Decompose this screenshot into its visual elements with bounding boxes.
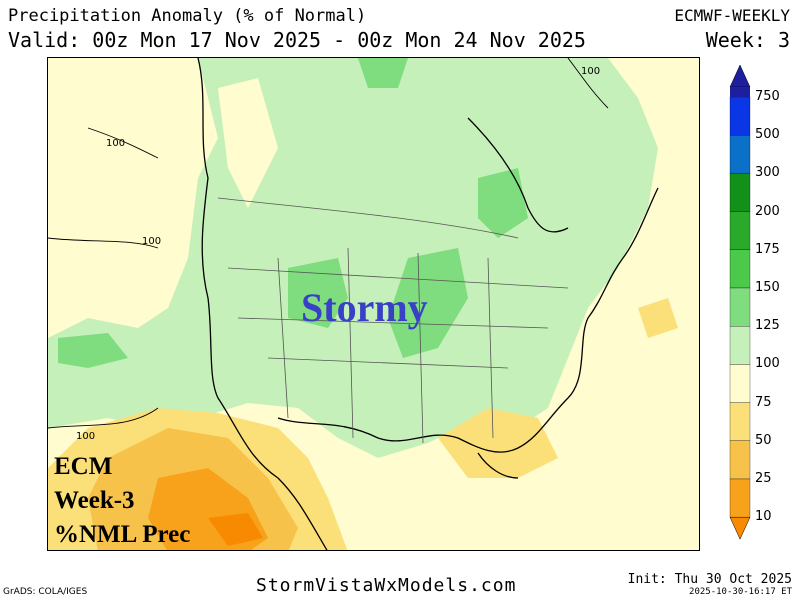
model-name: ECMWF-WEEKLY: [674, 6, 790, 25]
site-name: StormVistaWxModels.com: [256, 575, 517, 596]
anomaly-region-green-5: [478, 168, 528, 238]
legend-swatch: [729, 440, 751, 480]
map-title: Precipitation Anomaly (% of Normal): [8, 6, 367, 26]
init-time: Init: Thu 30 Oct 2025: [627, 572, 792, 587]
legend-level-label: 25: [755, 471, 772, 486]
legend-level-label: 50: [755, 432, 772, 448]
legend-level-label: 125: [755, 318, 780, 334]
forecast-week: Week: 3: [705, 28, 790, 52]
legend-level-label: 100: [755, 356, 780, 372]
legend-level-label: 750: [755, 89, 780, 104]
legend-swatch: [729, 173, 751, 212]
anomaly-region-light-green: [48, 58, 658, 458]
anomaly-region-pale-west: [218, 78, 278, 208]
contour-label: 100: [76, 431, 96, 442]
legend-swatch: [729, 96, 751, 136]
generated-timestamp: 2025-10-30-16:17 ET: [689, 587, 792, 597]
anomaly-region-green-2: [388, 248, 468, 358]
headline-label: Stormy: [301, 285, 428, 330]
legend-swatch: [729, 249, 751, 289]
legend-arrow-bottom: [729, 516, 751, 540]
contour-label: 100: [106, 138, 126, 149]
anomaly-region-deep-orange: [208, 513, 263, 546]
legend-level-label: 150: [755, 280, 780, 295]
anomaly-region-green-1: [288, 258, 348, 328]
precip-anomaly-map: 100 100 100 100 Stormy ECM Week-3 %NML P…: [47, 57, 700, 551]
legend-swatch: [729, 326, 751, 365]
product-label-line: %NML Prec: [54, 521, 191, 548]
map-canvas: [48, 58, 699, 550]
coastlines: [197, 58, 659, 550]
software-credit: GrADS: COLA/IGES: [3, 587, 88, 597]
valid-period: Valid: 00z Mon 17 Nov 2025 - 00z Mon 24 …: [8, 28, 586, 52]
product-label-line: ECM: [54, 453, 113, 480]
legend-swatch: [729, 364, 751, 403]
anomaly-region-yellow-gulf: [438, 408, 558, 478]
legend-swatch: [729, 287, 751, 327]
product-label-line: Week-3: [54, 487, 135, 514]
product-label: ECM Week-3 %NML Prec: [54, 450, 191, 550]
legend-level-label: 175: [755, 241, 780, 257]
legend-level-label: 75: [755, 394, 772, 410]
legend-swatch: [730, 87, 750, 97]
legend-swatch: [729, 402, 751, 441]
legend-swatch: [729, 211, 751, 250]
legend-level-label: 10: [755, 509, 772, 525]
contour-100: [48, 58, 609, 429]
legend-swatch: [729, 135, 751, 174]
legend-arrow-top: [729, 65, 751, 88]
legend-level-label: 500: [755, 127, 780, 143]
political-borders: [217, 197, 569, 444]
color-legend-bar: [729, 65, 751, 540]
contour-label: 100: [142, 236, 162, 247]
legend-level-label: 200: [755, 203, 780, 219]
anomaly-region-yellow-atl: [638, 298, 678, 338]
anomaly-region-green-4: [358, 58, 408, 88]
contour-label: 100: [581, 66, 601, 77]
anomaly-region-green-3: [58, 333, 128, 368]
legend-level-label: 300: [755, 165, 780, 181]
legend-swatch: [729, 478, 751, 518]
